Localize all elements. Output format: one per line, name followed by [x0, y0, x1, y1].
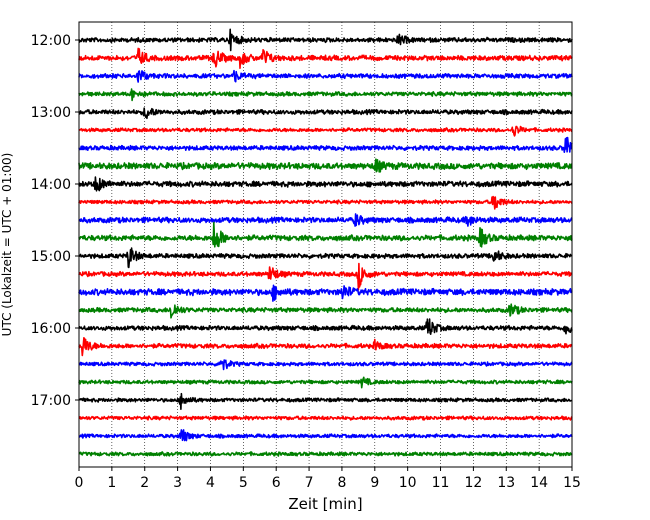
trace-1200: [78, 28, 573, 52]
trace-1745: [78, 451, 573, 457]
y-tick-label: 16:00: [31, 321, 71, 337]
plot-frame: [78, 21, 573, 468]
trace-1700: [78, 392, 573, 410]
seismogram-traces: [78, 28, 573, 457]
x-tick-label-10: 10: [399, 475, 417, 491]
x-tick-label-11: 11: [432, 475, 450, 491]
trace-1300: [78, 107, 573, 120]
trace-1500: [78, 247, 573, 269]
x-tick-label-13: 13: [497, 475, 515, 491]
x-tick-label-9: 9: [370, 475, 379, 491]
x-tick-label-0: 0: [75, 475, 84, 491]
y-axis-label: UTC (Lokalzeit = UTC + 01:00): [0, 153, 14, 337]
trace-1645: [78, 376, 573, 389]
trace-1530: [78, 284, 573, 302]
x-tick-label-8: 8: [337, 475, 346, 491]
trace-1415: [78, 195, 573, 210]
x-tick-label-14: 14: [530, 475, 548, 491]
trace-1730: [78, 429, 573, 442]
y-tick-label: 15:00: [31, 249, 71, 265]
trace-1445: [78, 221, 573, 248]
trace-1245: [78, 88, 573, 102]
trace-1345: [78, 158, 573, 173]
trace-1330: [78, 136, 573, 153]
x-tick-label-3: 3: [173, 475, 182, 491]
y-tick-label: 17:00: [31, 393, 71, 409]
y-tick-label: 13:00: [31, 105, 71, 121]
trace-1615: [78, 337, 573, 357]
x-tick-label-1: 1: [107, 475, 116, 491]
trace-1600: [78, 318, 573, 335]
x-axis-label: Zeit [min]: [288, 495, 362, 513]
x-tick-label-4: 4: [206, 475, 215, 491]
trace-1215: [78, 47, 573, 69]
x-tick-label-2: 2: [140, 475, 149, 491]
trace-1315: [78, 125, 573, 137]
trace-1400: [78, 176, 573, 192]
trace-1545: [78, 303, 573, 319]
y-axis-ticks: 12:00 13:00 14:00 15:00 16:00 17:00: [31, 33, 79, 409]
x-tick-label-12: 12: [464, 475, 482, 491]
trace-1430: [78, 213, 573, 227]
y-tick-label: 14:00: [31, 177, 71, 193]
trace-1515: [78, 262, 573, 291]
x-tick-label-15: 15: [563, 475, 581, 491]
x-axis-ticks: 0 1 2 3 4 5 6 7 8 9 10 11 12 13 14 15: [75, 467, 581, 491]
x-tick-label-5: 5: [239, 475, 248, 491]
x-tick-label-6: 6: [272, 475, 281, 491]
trace-1630: [78, 359, 573, 371]
trace-1715: [78, 415, 573, 421]
x-tick-label-7: 7: [305, 475, 314, 491]
y-tick-label: 12:00: [31, 33, 71, 49]
trace-1230: [78, 69, 573, 83]
